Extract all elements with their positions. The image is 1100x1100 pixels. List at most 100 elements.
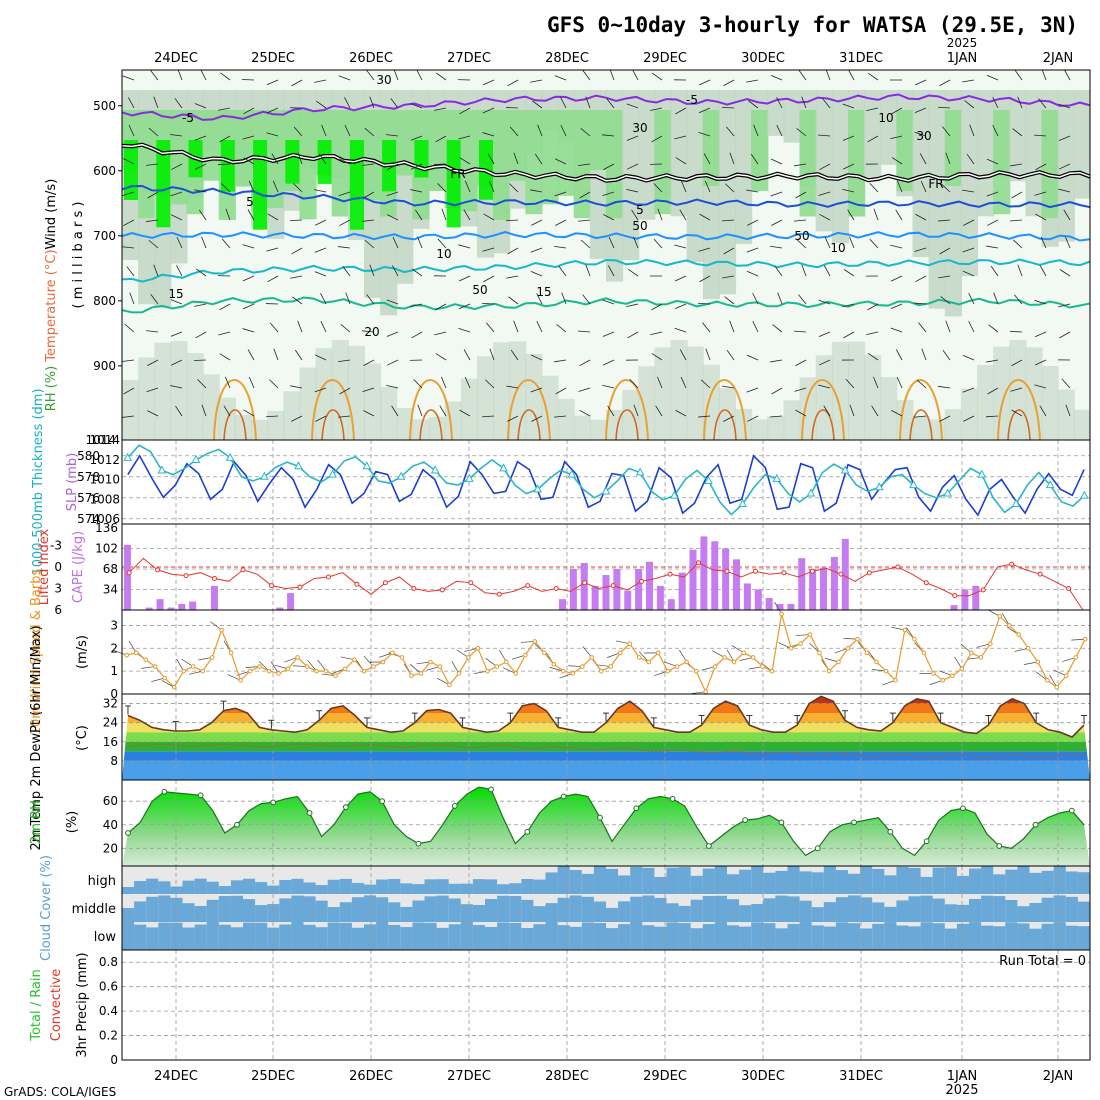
barb-19-3 bbox=[578, 163, 591, 167]
barb-26-12 bbox=[747, 415, 759, 422]
cloud-cell-0-30 bbox=[485, 879, 498, 894]
barb-5-3 bbox=[243, 157, 255, 165]
wind-point-44 bbox=[542, 650, 547, 656]
barb-25-8 bbox=[724, 296, 735, 305]
rh-band-41 bbox=[783, 90, 801, 143]
barb-31-9 bbox=[866, 331, 879, 336]
warm-arc-7 bbox=[899, 379, 943, 440]
li-point-42 bbox=[724, 568, 730, 574]
barb-37-6 bbox=[1012, 239, 1023, 249]
cloud-cell-1-28 bbox=[460, 904, 474, 922]
barb-28-7 bbox=[801, 264, 807, 277]
cloud-cell-2-51 bbox=[739, 926, 752, 950]
barb-15-4 bbox=[488, 180, 495, 193]
barb-5-12 bbox=[243, 409, 255, 417]
wind-barb-33 bbox=[426, 666, 441, 671]
bottom-date-24DEC: 24DEC bbox=[154, 1069, 198, 1084]
barb-34-6 bbox=[939, 247, 951, 255]
cloud-cell-2-19 bbox=[351, 927, 365, 950]
barb-14-8 bbox=[458, 303, 471, 310]
barb-5-1 bbox=[243, 107, 255, 115]
wind-point-2 bbox=[143, 657, 149, 663]
bottom-date-2JAN: 2JAN bbox=[1043, 1069, 1074, 1084]
barb-24-8 bbox=[697, 302, 711, 305]
wind-barb-36 bbox=[456, 649, 469, 658]
barb-9-12 bbox=[338, 415, 351, 418]
rh-low-51 bbox=[944, 409, 962, 440]
barb-12-0 bbox=[416, 70, 423, 81]
cloud-cell-1-27 bbox=[448, 898, 462, 922]
cape-bar-55 bbox=[722, 548, 730, 610]
barb-38-5 bbox=[1035, 213, 1047, 221]
rh-bright-14 bbox=[349, 140, 364, 230]
wind-point-41 bbox=[513, 671, 519, 676]
rh-band-52 bbox=[960, 90, 979, 277]
cloud-cell-2-13 bbox=[279, 924, 292, 950]
wind-point-38 bbox=[485, 668, 490, 674]
contour-label-4: 10 bbox=[436, 247, 451, 261]
wind-barb-86 bbox=[929, 679, 944, 686]
barb-33-11 bbox=[916, 379, 927, 389]
cloud-cell-0-7 bbox=[206, 881, 220, 894]
cloud-cell-1-43 bbox=[642, 895, 655, 922]
barb-4-5 bbox=[225, 208, 231, 221]
cloud-cell-1-77 bbox=[1053, 895, 1067, 922]
contour-label-3: 5 bbox=[636, 203, 644, 217]
barb-35-3 bbox=[966, 153, 975, 165]
barb-14-9 bbox=[458, 328, 471, 333]
barb-36-3 bbox=[986, 158, 999, 165]
rh-point-12 bbox=[270, 799, 277, 806]
cloud-cell-2-8 bbox=[218, 924, 232, 950]
bottom-date-29DEC: 29DEC bbox=[643, 1069, 687, 1084]
cloud-cell-2-58 bbox=[823, 926, 837, 950]
wind-barb-7 bbox=[181, 658, 194, 667]
barb-39-1 bbox=[1058, 103, 1071, 109]
barb-9-9 bbox=[340, 324, 351, 333]
barb-20-2 bbox=[602, 134, 615, 137]
barb-4-3 bbox=[217, 163, 231, 166]
rh-point-72 bbox=[996, 843, 1003, 849]
barb-34-10 bbox=[942, 350, 951, 361]
barb-32-5 bbox=[895, 209, 903, 221]
cloud-cell-2-74 bbox=[1017, 923, 1030, 950]
rh-green-13 bbox=[331, 110, 349, 217]
barb-9-11 bbox=[339, 387, 351, 395]
li-point-32 bbox=[582, 580, 588, 586]
barb-8-9 bbox=[320, 320, 327, 333]
cloud-cell-0-38 bbox=[581, 873, 595, 894]
precip-border bbox=[121, 949, 1091, 1061]
li-point-40 bbox=[696, 560, 702, 566]
li-point-12 bbox=[297, 584, 303, 590]
barb-28-5 bbox=[794, 219, 807, 222]
barb-14-1 bbox=[459, 107, 471, 115]
wind-barb-76 bbox=[834, 647, 849, 654]
cloud-cell-0-15 bbox=[303, 882, 317, 894]
barb-24-7 bbox=[699, 275, 711, 283]
cloud-row-high: high bbox=[88, 874, 116, 889]
cloud-cell-2-39 bbox=[593, 923, 607, 950]
cloud-cell-0-10 bbox=[243, 878, 256, 894]
rh-low-43 bbox=[815, 355, 833, 440]
wind-point-37 bbox=[475, 645, 481, 651]
barb-34-4 bbox=[940, 183, 951, 193]
barb-21-8 bbox=[626, 303, 639, 307]
barb-38-1 bbox=[1038, 98, 1047, 109]
temp-band-2 bbox=[122, 741, 1090, 752]
cloud-cell-1-20 bbox=[364, 895, 377, 922]
ua-label-rh: RH (%) bbox=[44, 366, 59, 411]
wind-point-76 bbox=[845, 645, 851, 651]
rh-point-27 bbox=[451, 803, 458, 809]
cloud-cell-0-65 bbox=[908, 867, 922, 894]
cape-bar-6 bbox=[189, 601, 197, 610]
slp-label-thickness: 1000-500mb Thickness (dm) bbox=[31, 388, 46, 575]
barb-22-0 bbox=[651, 72, 663, 81]
cloud-cell-2-24 bbox=[412, 922, 425, 950]
rh-green-25 bbox=[525, 110, 543, 215]
rh-tick-40: 40 bbox=[103, 818, 118, 832]
wind-point-59 bbox=[684, 659, 689, 665]
barb-0-2 bbox=[128, 124, 135, 137]
rh-low-35 bbox=[686, 346, 704, 440]
wind-barb-82 bbox=[891, 626, 906, 631]
cloud-cell-2-53 bbox=[763, 923, 776, 950]
